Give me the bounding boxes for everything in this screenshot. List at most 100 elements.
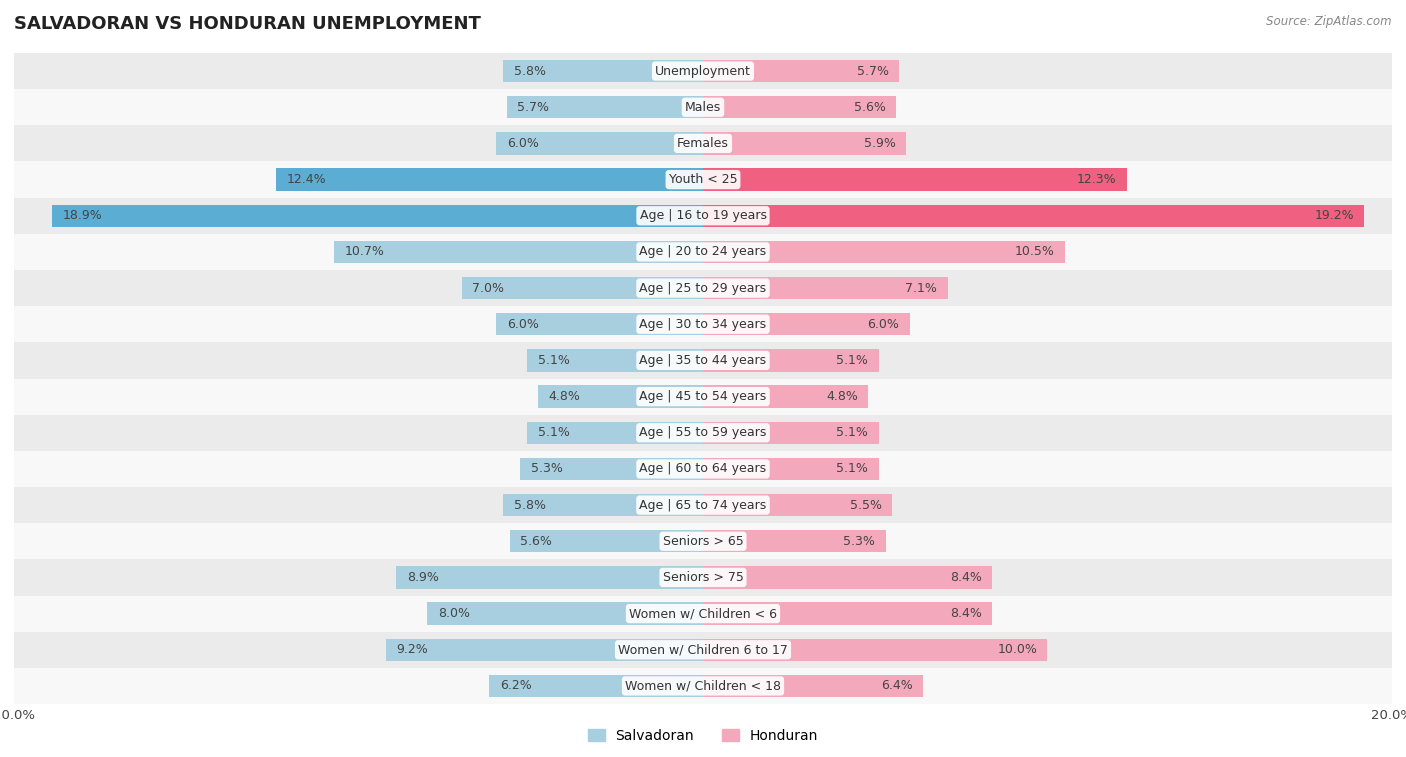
Text: Age | 30 to 34 years: Age | 30 to 34 years xyxy=(640,318,766,331)
Bar xyxy=(14,668,1392,704)
Bar xyxy=(703,132,907,154)
Bar xyxy=(703,494,893,516)
Bar xyxy=(703,603,993,625)
Text: Unemployment: Unemployment xyxy=(655,64,751,77)
Text: Seniors > 65: Seniors > 65 xyxy=(662,534,744,548)
Bar xyxy=(463,277,703,299)
Text: 5.8%: 5.8% xyxy=(513,64,546,77)
Text: 8.0%: 8.0% xyxy=(437,607,470,620)
Text: 10.7%: 10.7% xyxy=(344,245,385,258)
Text: 6.0%: 6.0% xyxy=(868,318,900,331)
Bar xyxy=(703,168,1126,191)
Bar xyxy=(14,306,1392,342)
Bar xyxy=(703,349,879,372)
Bar xyxy=(14,523,1392,559)
Text: 6.0%: 6.0% xyxy=(506,318,538,331)
Text: 10.5%: 10.5% xyxy=(1015,245,1054,258)
Bar xyxy=(14,559,1392,596)
Bar xyxy=(496,313,703,335)
Bar xyxy=(14,631,1392,668)
Bar xyxy=(703,96,896,118)
Text: Women w/ Children < 18: Women w/ Children < 18 xyxy=(626,680,780,693)
Text: Males: Males xyxy=(685,101,721,114)
Bar xyxy=(14,161,1392,198)
Text: 5.9%: 5.9% xyxy=(865,137,896,150)
Text: Age | 65 to 74 years: Age | 65 to 74 years xyxy=(640,499,766,512)
Bar xyxy=(276,168,703,191)
Text: 5.5%: 5.5% xyxy=(851,499,882,512)
Text: 7.1%: 7.1% xyxy=(905,282,938,294)
Bar xyxy=(703,241,1064,263)
Bar xyxy=(387,639,703,661)
Bar xyxy=(496,132,703,154)
Text: 9.2%: 9.2% xyxy=(396,643,429,656)
Bar xyxy=(14,270,1392,306)
Text: 4.8%: 4.8% xyxy=(548,390,579,403)
Text: 5.7%: 5.7% xyxy=(858,64,889,77)
Bar xyxy=(14,89,1392,126)
Bar xyxy=(503,60,703,83)
Text: 6.4%: 6.4% xyxy=(882,680,912,693)
Bar xyxy=(506,96,703,118)
Bar xyxy=(703,422,879,444)
Text: 10.0%: 10.0% xyxy=(997,643,1038,656)
Text: 5.1%: 5.1% xyxy=(837,463,869,475)
Bar xyxy=(703,204,1364,227)
Text: 8.9%: 8.9% xyxy=(406,571,439,584)
Bar xyxy=(703,639,1047,661)
Bar xyxy=(537,385,703,408)
Bar xyxy=(503,494,703,516)
Bar xyxy=(52,204,703,227)
Text: Source: ZipAtlas.com: Source: ZipAtlas.com xyxy=(1267,15,1392,28)
Bar xyxy=(14,415,1392,451)
Text: SALVADORAN VS HONDURAN UNEMPLOYMENT: SALVADORAN VS HONDURAN UNEMPLOYMENT xyxy=(14,15,481,33)
Bar xyxy=(14,596,1392,631)
Text: 5.3%: 5.3% xyxy=(531,463,562,475)
Text: 5.3%: 5.3% xyxy=(844,534,875,548)
Text: 5.1%: 5.1% xyxy=(537,426,569,439)
Bar xyxy=(489,674,703,697)
Text: Women w/ Children 6 to 17: Women w/ Children 6 to 17 xyxy=(619,643,787,656)
Text: 5.1%: 5.1% xyxy=(837,354,869,367)
Text: Youth < 25: Youth < 25 xyxy=(669,173,737,186)
Text: 5.1%: 5.1% xyxy=(537,354,569,367)
Text: Age | 35 to 44 years: Age | 35 to 44 years xyxy=(640,354,766,367)
Bar xyxy=(14,126,1392,161)
Bar xyxy=(703,385,869,408)
Text: Seniors > 75: Seniors > 75 xyxy=(662,571,744,584)
Text: Age | 55 to 59 years: Age | 55 to 59 years xyxy=(640,426,766,439)
Bar xyxy=(703,60,900,83)
Text: 5.1%: 5.1% xyxy=(837,426,869,439)
Bar xyxy=(14,53,1392,89)
Bar xyxy=(703,566,993,589)
Text: Women w/ Children < 6: Women w/ Children < 6 xyxy=(628,607,778,620)
Bar xyxy=(703,277,948,299)
Text: 5.6%: 5.6% xyxy=(853,101,886,114)
Bar xyxy=(14,451,1392,487)
Bar xyxy=(703,313,910,335)
Bar xyxy=(703,530,886,553)
Bar xyxy=(510,530,703,553)
Bar xyxy=(703,458,879,480)
Text: 6.2%: 6.2% xyxy=(499,680,531,693)
Text: 5.6%: 5.6% xyxy=(520,534,553,548)
Text: 4.8%: 4.8% xyxy=(827,390,858,403)
Text: 8.4%: 8.4% xyxy=(950,607,981,620)
Text: 5.8%: 5.8% xyxy=(513,499,546,512)
Text: Age | 25 to 29 years: Age | 25 to 29 years xyxy=(640,282,766,294)
Bar xyxy=(14,378,1392,415)
Bar xyxy=(396,566,703,589)
Text: 6.0%: 6.0% xyxy=(506,137,538,150)
Bar xyxy=(520,458,703,480)
Text: Age | 20 to 24 years: Age | 20 to 24 years xyxy=(640,245,766,258)
Text: 8.4%: 8.4% xyxy=(950,571,981,584)
Bar xyxy=(14,487,1392,523)
Text: 12.4%: 12.4% xyxy=(287,173,326,186)
Text: 19.2%: 19.2% xyxy=(1315,209,1354,223)
Text: Females: Females xyxy=(678,137,728,150)
Bar xyxy=(14,198,1392,234)
Text: Age | 60 to 64 years: Age | 60 to 64 years xyxy=(640,463,766,475)
Text: Age | 45 to 54 years: Age | 45 to 54 years xyxy=(640,390,766,403)
Text: 18.9%: 18.9% xyxy=(62,209,103,223)
Text: 12.3%: 12.3% xyxy=(1077,173,1116,186)
